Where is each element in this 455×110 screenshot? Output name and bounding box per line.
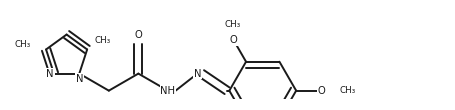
Text: N: N — [193, 69, 201, 79]
Text: N: N — [46, 69, 54, 79]
Text: O: O — [134, 30, 142, 40]
Text: O: O — [229, 35, 237, 45]
Text: CH₃: CH₃ — [15, 40, 31, 49]
Text: N: N — [76, 74, 83, 84]
Text: O: O — [317, 86, 324, 96]
Text: CH₃: CH₃ — [94, 36, 110, 45]
Text: CH₃: CH₃ — [224, 20, 240, 29]
Text: NH: NH — [160, 86, 175, 96]
Text: CH₃: CH₃ — [339, 86, 355, 95]
